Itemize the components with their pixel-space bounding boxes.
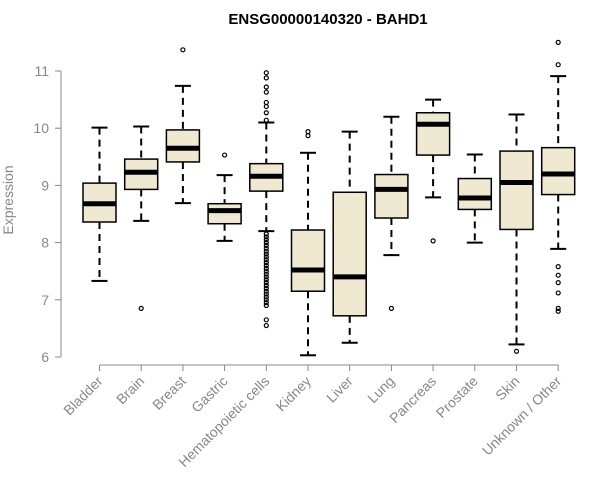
outlier-point xyxy=(555,39,561,46)
x-tick-label: Lung xyxy=(364,373,397,406)
outlier-point xyxy=(263,242,269,249)
outlier-point xyxy=(263,99,269,106)
outlier-point xyxy=(263,282,269,289)
outlier-point xyxy=(263,231,269,237)
outlier-point xyxy=(263,110,269,116)
outlier-point xyxy=(263,288,269,294)
outlier-point xyxy=(138,305,144,311)
x-tick-label: Bladder xyxy=(60,373,106,419)
outlier-point xyxy=(263,103,269,110)
outlier-point xyxy=(263,291,269,297)
outlier-point xyxy=(305,129,311,135)
outlier-point xyxy=(263,240,269,246)
outlier-point xyxy=(263,300,269,306)
outlier-point xyxy=(263,268,269,274)
outlier-point xyxy=(263,271,269,277)
outlier-point xyxy=(555,264,561,270)
box xyxy=(207,202,242,225)
outlier-point xyxy=(388,305,394,311)
outlier-point xyxy=(263,274,269,280)
outlier-point xyxy=(263,277,269,283)
outlier-point xyxy=(263,297,269,303)
x-tick-label: Liver xyxy=(323,373,356,406)
outlier-point xyxy=(513,348,520,354)
outlier-point xyxy=(263,254,269,260)
outlier-point xyxy=(263,262,269,269)
outlier-point xyxy=(263,248,269,254)
box xyxy=(290,229,326,292)
box xyxy=(415,112,451,156)
outlier-point xyxy=(555,272,561,278)
outlier-point xyxy=(263,75,269,81)
outlier-point xyxy=(555,62,561,68)
x-tick-label: Unknown / Other xyxy=(479,373,565,459)
outlier-point xyxy=(430,238,436,244)
x-tick-label: Skin xyxy=(492,373,523,404)
outlier-point xyxy=(305,133,311,139)
y-tick-label: 7 xyxy=(41,292,49,308)
outlier-point xyxy=(263,260,269,266)
outlier-point xyxy=(263,245,269,251)
x-tick-label: Kidney xyxy=(273,373,315,415)
outlier-point xyxy=(263,302,269,309)
y-axis-label: Expression xyxy=(0,165,16,234)
box xyxy=(457,177,493,211)
outlier-point xyxy=(263,251,269,257)
x-tick-label: Prostate xyxy=(433,373,481,421)
outlier-point xyxy=(263,265,269,271)
outlier-point xyxy=(263,285,269,291)
outlier-point xyxy=(263,317,269,323)
y-tick-label: 11 xyxy=(34,63,49,79)
outlier-point xyxy=(263,89,269,95)
outlier-point xyxy=(180,47,186,53)
outlier-point xyxy=(222,152,228,158)
box xyxy=(499,150,534,231)
outlier-point xyxy=(263,237,269,243)
outlier-point xyxy=(263,70,269,76)
x-tick-label: Brain xyxy=(113,373,147,407)
y-tick-label: 6 xyxy=(41,349,49,365)
outlier-point xyxy=(555,308,561,314)
outlier-point xyxy=(263,322,269,329)
outlier-point xyxy=(555,280,561,286)
box xyxy=(374,173,409,219)
outlier-point xyxy=(263,257,269,263)
outlier-point xyxy=(263,280,269,286)
box xyxy=(540,146,576,196)
outlier-point xyxy=(263,117,269,123)
x-tick-label: Breast xyxy=(149,373,189,413)
outlier-point xyxy=(263,294,269,300)
outlier-point xyxy=(263,84,269,90)
y-tick-label: 9 xyxy=(41,177,49,193)
y-tick-label: 10 xyxy=(33,120,49,136)
outlier-point xyxy=(555,305,561,311)
y-tick-label: 8 xyxy=(41,235,49,251)
outlier-point xyxy=(263,234,269,240)
box xyxy=(332,191,367,317)
chart-title: ENSG00000140320 - BAHD1 xyxy=(228,11,427,28)
outlier-point xyxy=(555,290,561,296)
